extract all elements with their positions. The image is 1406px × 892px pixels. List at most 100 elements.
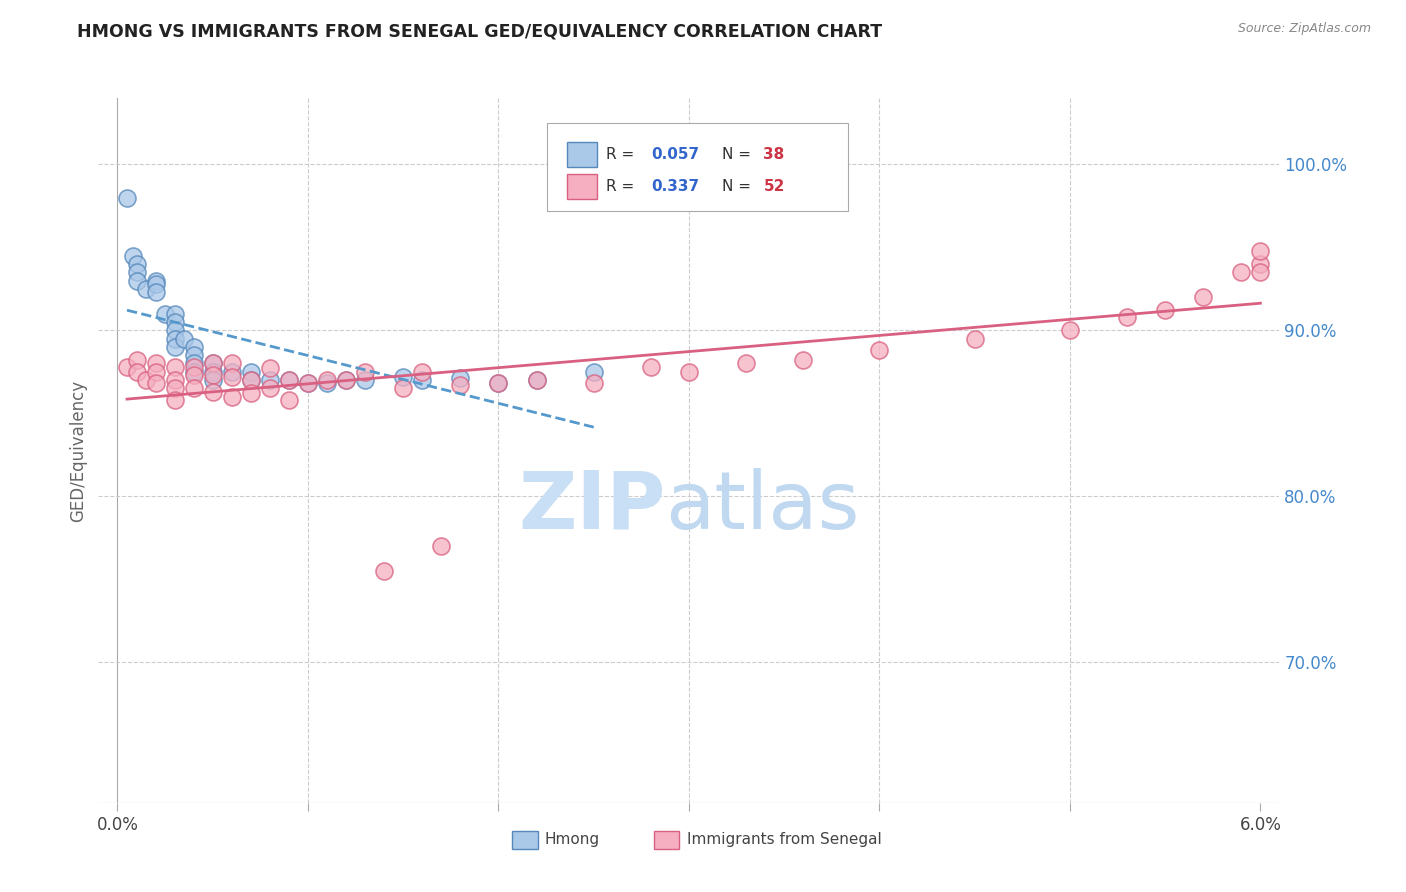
Point xyxy=(125,273,148,287)
Point xyxy=(1249,265,1271,279)
Point xyxy=(354,365,377,379)
Text: R =: R = xyxy=(606,147,640,162)
Point xyxy=(354,373,377,387)
Point xyxy=(582,365,605,379)
Point xyxy=(411,365,433,379)
Point xyxy=(277,373,299,387)
Point xyxy=(145,277,167,291)
Point xyxy=(1249,257,1271,271)
Point xyxy=(488,376,510,391)
Bar xyxy=(512,831,537,848)
Point xyxy=(145,376,167,391)
Text: Source: ZipAtlas.com: Source: ZipAtlas.com xyxy=(1237,22,1371,36)
Text: 0.337: 0.337 xyxy=(651,178,699,194)
Point xyxy=(1059,323,1081,337)
Point xyxy=(163,340,186,354)
Point xyxy=(221,369,243,384)
Point xyxy=(526,373,548,387)
Text: Immigrants from Senegal: Immigrants from Senegal xyxy=(686,832,882,847)
Point xyxy=(183,359,205,374)
Text: Hmong: Hmong xyxy=(546,832,600,847)
Point xyxy=(277,392,299,407)
Point xyxy=(297,376,319,391)
Point xyxy=(145,356,167,370)
Point xyxy=(316,376,339,391)
Point xyxy=(183,368,205,382)
Point xyxy=(221,356,243,370)
Point xyxy=(259,381,281,395)
Point xyxy=(115,359,138,374)
Point xyxy=(145,273,167,287)
Point xyxy=(145,285,167,299)
Y-axis label: GED/Equivalency: GED/Equivalency xyxy=(69,379,87,522)
Point xyxy=(335,373,357,387)
Point xyxy=(163,359,186,374)
Text: 38: 38 xyxy=(763,147,785,162)
Point xyxy=(221,365,243,379)
FancyBboxPatch shape xyxy=(547,123,848,211)
Point xyxy=(259,373,281,387)
Point xyxy=(1192,290,1215,304)
Point xyxy=(1154,303,1177,318)
Point xyxy=(201,384,224,399)
Text: HMONG VS IMMIGRANTS FROM SENEGAL GED/EQUIVALENCY CORRELATION CHART: HMONG VS IMMIGRANTS FROM SENEGAL GED/EQU… xyxy=(77,22,883,40)
Point xyxy=(125,353,148,368)
Point xyxy=(183,340,205,354)
Point xyxy=(183,365,205,379)
Point xyxy=(792,353,814,368)
Point xyxy=(1230,265,1253,279)
Point xyxy=(963,332,986,346)
Point xyxy=(201,356,224,370)
Point xyxy=(125,257,148,271)
Point xyxy=(163,381,186,395)
Point xyxy=(316,373,339,387)
Point xyxy=(335,373,357,387)
Point xyxy=(735,356,758,370)
Point xyxy=(201,356,224,370)
Point xyxy=(125,265,148,279)
Point xyxy=(868,343,890,358)
Point xyxy=(201,368,224,382)
Point xyxy=(201,365,224,379)
Point xyxy=(163,332,186,346)
Text: ZIP: ZIP xyxy=(517,467,665,546)
Bar xyxy=(567,174,596,199)
Point xyxy=(183,348,205,362)
Point xyxy=(259,361,281,376)
Point xyxy=(392,381,415,395)
Point xyxy=(163,307,186,321)
Text: N =: N = xyxy=(723,147,756,162)
Point xyxy=(239,373,262,387)
Point xyxy=(221,390,243,404)
Point xyxy=(582,376,605,391)
Point xyxy=(163,392,186,407)
Point xyxy=(1249,244,1271,258)
Point xyxy=(526,373,548,387)
Point xyxy=(201,373,224,387)
Point xyxy=(277,373,299,387)
Point xyxy=(430,539,453,553)
Point xyxy=(1116,310,1139,324)
Text: N =: N = xyxy=(723,178,756,194)
Point xyxy=(297,376,319,391)
Point xyxy=(183,381,205,395)
Text: R =: R = xyxy=(606,178,640,194)
Point xyxy=(135,373,157,387)
Point xyxy=(488,376,510,391)
Point xyxy=(449,378,471,392)
Point xyxy=(411,373,433,387)
Point xyxy=(163,373,186,387)
Point xyxy=(163,315,186,329)
Point xyxy=(153,307,176,321)
Point xyxy=(239,386,262,401)
Point xyxy=(135,282,157,296)
Point xyxy=(183,356,205,370)
Point xyxy=(239,373,262,387)
Point xyxy=(125,365,148,379)
Bar xyxy=(567,142,596,167)
Point xyxy=(373,564,395,578)
Text: 52: 52 xyxy=(763,178,785,194)
Text: atlas: atlas xyxy=(665,467,859,546)
Text: 0.057: 0.057 xyxy=(651,147,699,162)
Point xyxy=(239,365,262,379)
